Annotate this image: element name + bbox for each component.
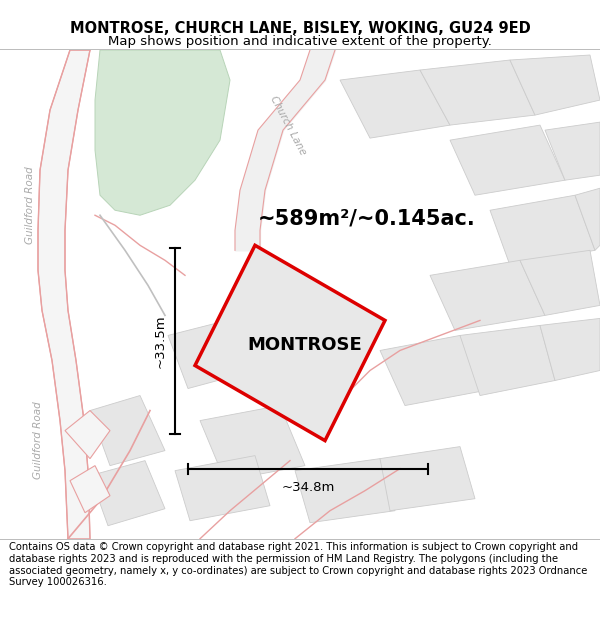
Polygon shape bbox=[90, 461, 165, 526]
Polygon shape bbox=[70, 466, 110, 512]
Polygon shape bbox=[168, 318, 255, 389]
Polygon shape bbox=[90, 396, 165, 466]
Polygon shape bbox=[510, 55, 600, 115]
Text: ~589m²/~0.145ac.: ~589m²/~0.145ac. bbox=[258, 208, 476, 228]
Text: ~33.5m: ~33.5m bbox=[154, 314, 167, 368]
Text: Church Lane: Church Lane bbox=[268, 94, 308, 156]
Text: Guildford Road: Guildford Road bbox=[33, 402, 43, 479]
Polygon shape bbox=[460, 326, 555, 396]
Polygon shape bbox=[175, 456, 270, 521]
Text: MONTROSE: MONTROSE bbox=[248, 336, 362, 354]
Polygon shape bbox=[575, 188, 600, 250]
Polygon shape bbox=[450, 125, 565, 195]
Polygon shape bbox=[540, 318, 600, 381]
Polygon shape bbox=[520, 250, 600, 316]
Polygon shape bbox=[430, 261, 545, 331]
Polygon shape bbox=[545, 122, 600, 180]
Polygon shape bbox=[200, 406, 305, 481]
Polygon shape bbox=[295, 459, 395, 522]
Polygon shape bbox=[195, 245, 385, 441]
Polygon shape bbox=[95, 50, 230, 215]
Polygon shape bbox=[380, 336, 485, 406]
Polygon shape bbox=[38, 50, 90, 539]
Polygon shape bbox=[380, 447, 475, 511]
Text: ~34.8m: ~34.8m bbox=[281, 481, 335, 494]
Text: Contains OS data © Crown copyright and database right 2021. This information is : Contains OS data © Crown copyright and d… bbox=[9, 542, 587, 587]
Polygon shape bbox=[420, 60, 535, 125]
Polygon shape bbox=[65, 411, 110, 459]
Polygon shape bbox=[490, 195, 595, 266]
Text: MONTROSE, CHURCH LANE, BISLEY, WOKING, GU24 9ED: MONTROSE, CHURCH LANE, BISLEY, WOKING, G… bbox=[70, 21, 530, 36]
Text: Guildford Road: Guildford Road bbox=[25, 166, 35, 244]
Text: Map shows position and indicative extent of the property.: Map shows position and indicative extent… bbox=[108, 35, 492, 48]
Polygon shape bbox=[340, 70, 450, 138]
